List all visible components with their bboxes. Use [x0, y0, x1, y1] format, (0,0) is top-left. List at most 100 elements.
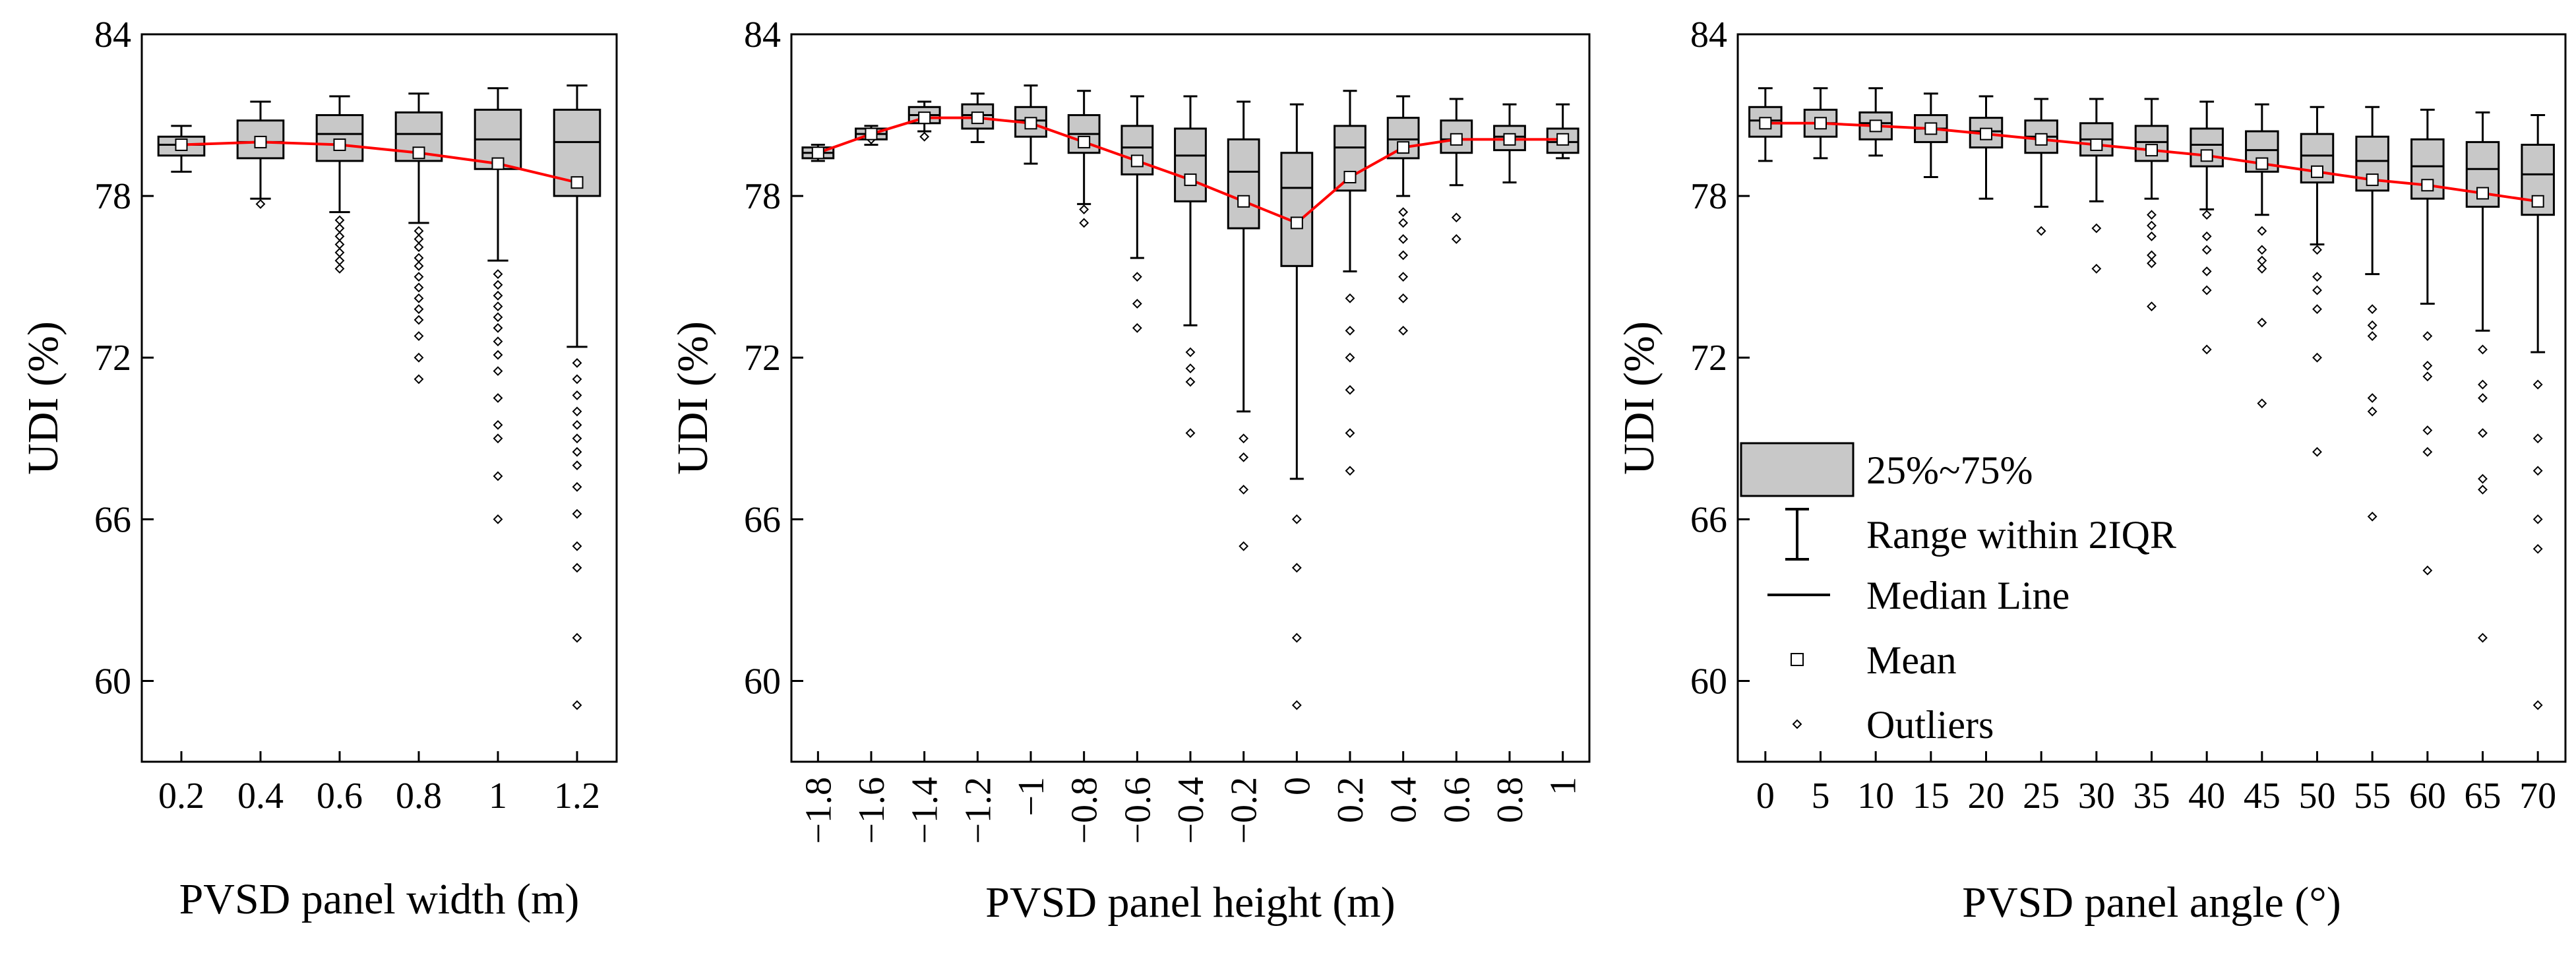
outlier-point: [493, 323, 503, 333]
outlier-point: [2312, 304, 2322, 315]
outlier-point: [334, 231, 345, 241]
y-tick-label: 84: [94, 15, 131, 55]
outlier-point: [1132, 299, 1142, 309]
outlier-point: [493, 393, 503, 403]
outlier-point: [572, 481, 582, 492]
x-tick-label: 0.8: [1490, 777, 1531, 823]
x-tick-label: 1: [489, 776, 507, 816]
box-50: [2300, 106, 2335, 457]
y-axis-title: UDI (%): [669, 321, 717, 475]
outlier-point: [2367, 511, 2377, 522]
mean-marker: [2145, 144, 2158, 157]
outlier-point: [572, 374, 582, 384]
x-tick-label: −0.2: [1224, 777, 1265, 844]
iqr-box: [1546, 127, 1579, 154]
outlier-point: [2147, 210, 2157, 220]
outlier-point: [414, 282, 424, 293]
mean-marker: [2476, 187, 2489, 200]
y-axis-title: UDI (%): [1615, 321, 1663, 475]
outlier-point: [1345, 428, 1355, 439]
mean-marker: [570, 176, 584, 189]
outlier-point: [1345, 466, 1355, 476]
mean-marker: [1130, 154, 1144, 168]
mean-marker: [1759, 117, 1772, 130]
iqr-box: [315, 114, 364, 162]
iqr-box: [1227, 138, 1260, 230]
x-tick-label: 0.8: [396, 776, 442, 816]
x-tick-label: −1.4: [905, 777, 946, 844]
mean-marker: [971, 111, 984, 125]
outlier-point: [2532, 700, 2543, 710]
y-tick-label: 72: [1690, 338, 1727, 379]
mean-marker: [175, 138, 188, 151]
x-axis-title: PVSD panel angle (°): [1962, 878, 2341, 927]
outlier-point: [2478, 632, 2488, 643]
outlier-point: [2201, 344, 2212, 355]
x-tick-label: −1.8: [798, 777, 839, 844]
mean-marker: [1397, 141, 1410, 154]
outlier-point: [572, 446, 582, 457]
x-tick-label: −1.6: [851, 777, 892, 844]
mean-marker: [865, 127, 878, 140]
x-tick-label: −0.6: [1117, 777, 1158, 844]
outlier-point: [1291, 514, 1302, 524]
mean-marker: [1924, 122, 1938, 135]
legend-item-median: Median Line: [1767, 574, 2070, 617]
box-−0.2: [1227, 100, 1260, 551]
plot-frame: [140, 33, 618, 763]
outlier-point: [2257, 255, 2267, 266]
x-tick-label: 70: [2519, 776, 2556, 816]
outlier-point: [414, 352, 424, 363]
outlier-point: [334, 255, 345, 266]
mean-marker: [918, 111, 931, 125]
x-tick-label: −0.4: [1171, 777, 1211, 844]
x-axis-title: PVSD panel height (m): [985, 878, 1395, 927]
outlier-point: [572, 508, 582, 519]
outlier-point: [334, 215, 345, 226]
outlier-point: [493, 471, 503, 481]
outlier-point: [2147, 231, 2157, 241]
outlier-point: [2422, 361, 2433, 371]
outlier-point: [1291, 632, 1302, 643]
mean-marker: [2311, 165, 2323, 178]
outlier-point: [572, 419, 582, 430]
mean-marker: [2090, 138, 2103, 151]
y-tick-label: 78: [744, 176, 781, 217]
outlier-point: [1398, 293, 1409, 303]
outlier-point: [2532, 379, 2543, 390]
legend-item-diamond: Outliers: [1792, 703, 1994, 747]
box-0: [1280, 103, 1314, 710]
outlier-point: [414, 226, 424, 236]
outlier-point: [414, 272, 424, 282]
x-tick-label: 0.6: [1436, 777, 1477, 823]
mean-marker: [811, 146, 824, 160]
outlier-point: [2257, 398, 2267, 409]
outlier-point: [255, 199, 266, 209]
outlier-point: [1451, 234, 1461, 244]
outlier-point: [1079, 204, 1089, 214]
outlier-point: [414, 234, 424, 244]
outlier-point: [1398, 218, 1409, 228]
box-55: [2355, 106, 2389, 522]
outlier-point: [1451, 212, 1461, 223]
outlier-point: [1398, 234, 1409, 244]
outlier-point: [1132, 272, 1142, 282]
outlier-point: [1398, 272, 1409, 282]
outlier-point: [2422, 565, 2433, 576]
outlier-point: [572, 700, 582, 710]
outlier-point: [1185, 428, 1196, 439]
x-tick-label: 0.6: [317, 776, 363, 816]
outlier-point: [493, 350, 503, 360]
legend-item-box: 25%~75%: [1740, 442, 2033, 497]
outlier-point: [493, 366, 503, 377]
outlier-point: [2312, 272, 2322, 282]
x-tick-label: 1: [1543, 777, 1584, 795]
outlier-point: [572, 563, 582, 573]
outlier-point: [1185, 377, 1196, 387]
legend-label: Outliers: [1866, 703, 1994, 747]
y-axis-title: UDI (%): [19, 321, 67, 475]
x-tick-label: 0: [1756, 776, 1775, 816]
box-0.6: [1440, 98, 1473, 244]
outlier-point: [414, 331, 424, 341]
outlier-point: [1398, 207, 1409, 218]
